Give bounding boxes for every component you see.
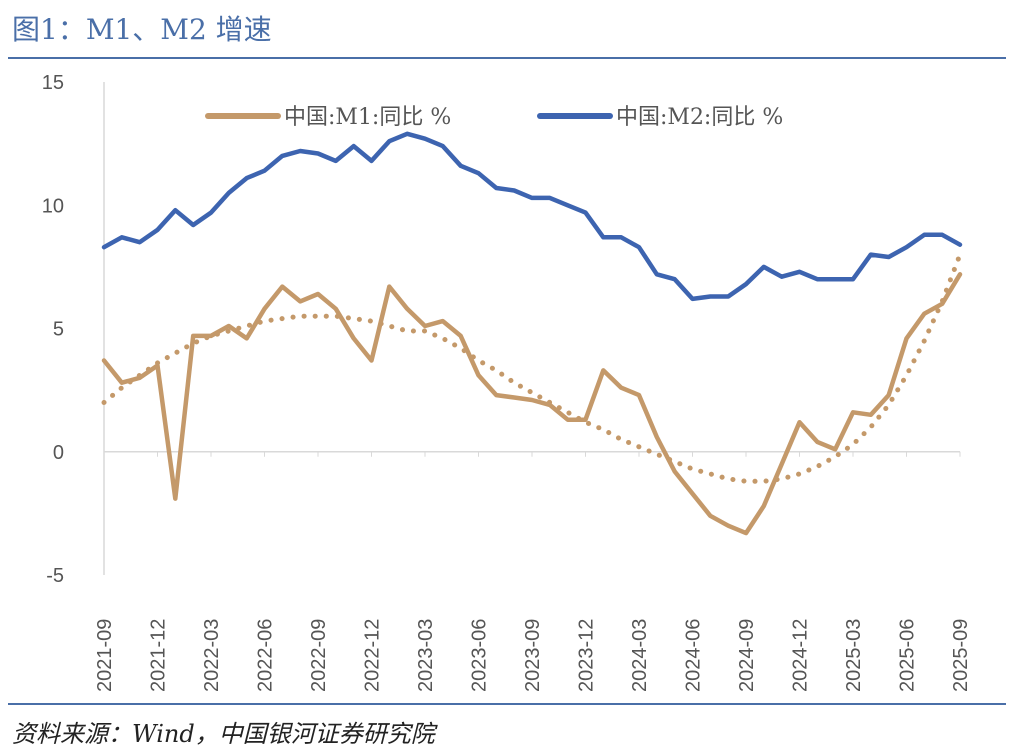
footer-divider [8, 703, 1006, 705]
legend-label: 中国:M1:同比 % [284, 105, 451, 130]
y-tick-label: 10 [42, 195, 64, 217]
x-tick-label: 2021-09 [94, 619, 116, 692]
x-tick-label: 2024-06 [683, 619, 705, 692]
x-tick-label: 2022-09 [308, 619, 330, 692]
m2-series-line [101, 131, 963, 302]
x-tick-label: 2025-06 [897, 619, 919, 692]
m1-trend-line [101, 252, 963, 484]
x-tick-label: 2023-06 [469, 619, 491, 692]
x-tick-label: 2022-03 [201, 619, 223, 692]
x-tick-label: 2025-09 [950, 619, 972, 692]
title-divider [8, 57, 1006, 59]
legend-label: 中国:M2:同比 % [616, 105, 783, 130]
y-tick-label: 15 [42, 72, 64, 94]
source-note: 资料来源：Wind，中国银河证券研究院 [12, 720, 435, 748]
x-tick-label: 2022-06 [255, 619, 277, 692]
chart-title: 图1：M1、M2 增速 [12, 13, 272, 46]
x-tick-label: 2024-12 [790, 619, 812, 692]
x-tick-label: 2025-03 [843, 619, 865, 692]
y-tick-label: -5 [46, 565, 64, 587]
y-tick-label: 5 [53, 319, 64, 341]
x-tick-label: 2022-12 [362, 619, 384, 692]
x-tick-label: 2023-03 [415, 619, 437, 692]
y-tick-label: 0 [53, 442, 64, 464]
x-tick-label: 2024-09 [736, 619, 758, 692]
x-tick-label: 2023-12 [576, 619, 598, 692]
m1-series-line [101, 272, 963, 536]
x-tick-label: 2024-03 [629, 619, 651, 692]
x-tick-label: 2021-12 [148, 619, 170, 692]
x-tick-label: 2023-09 [522, 619, 544, 692]
